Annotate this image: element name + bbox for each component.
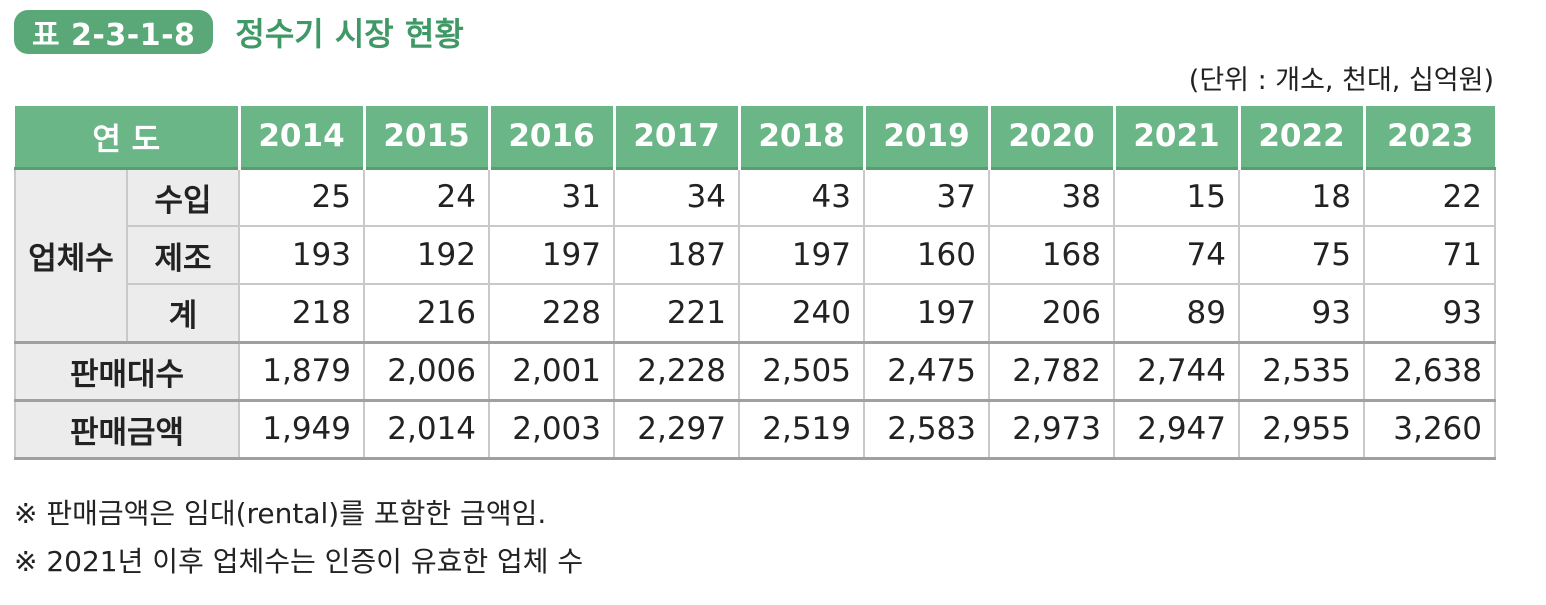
- table-cell: 2,505: [738, 341, 865, 402]
- table-cell: 240: [738, 283, 865, 344]
- year-cell: 2015: [364, 106, 491, 168]
- table-row: 판매대수 1,879 2,006 2,001 2,228 2,505 2,475…: [14, 341, 1496, 402]
- table-cell: 197: [488, 225, 615, 285]
- table-cell: 3,260: [1363, 399, 1496, 460]
- table-cell: 1,949: [238, 399, 365, 460]
- year-cell: 2016: [489, 106, 616, 168]
- table-cell: 74: [1113, 225, 1240, 285]
- table-cell: 2,475: [863, 341, 990, 402]
- table-cell: 2,535: [1238, 341, 1365, 402]
- table-row: 판매금액 1,949 2,014 2,003 2,297 2,519 2,583…: [14, 399, 1496, 460]
- table-cell: 197: [738, 225, 865, 285]
- table-cell: 2,955: [1238, 399, 1365, 460]
- footnotes: ※ 판매금액은 임대(rental)를 포함한 금액임. ※ 2021년 이후 …: [14, 490, 583, 586]
- table-cell: 1,879: [238, 341, 365, 402]
- table-number-badge: 표 2-3-1-8: [14, 10, 214, 54]
- table-cell: 18: [1238, 167, 1365, 227]
- table-cell: 187: [613, 225, 740, 285]
- table-cell: 89: [1113, 283, 1240, 344]
- table-cell: 2,947: [1113, 399, 1240, 460]
- table-cell: 228: [488, 283, 615, 344]
- footnote: ※ 판매금액은 임대(rental)를 포함한 금액임.: [14, 497, 547, 530]
- table-cell: 2,297: [613, 399, 740, 460]
- table-cell: 2,638: [1363, 341, 1496, 402]
- year-header: 연 도: [15, 106, 241, 168]
- table-title: 정수기 시장 현황: [235, 15, 464, 53]
- table-cell: 25: [238, 167, 365, 227]
- table-cell: 2,583: [863, 399, 990, 460]
- table-cell: 31: [488, 167, 615, 227]
- row-label: 판매금액: [14, 399, 240, 460]
- table-cell: 24: [363, 167, 490, 227]
- table-row: 제조 193 192 197 187 197 160 168 74 75 71: [15, 225, 1496, 285]
- year-cell: 2017: [614, 106, 741, 168]
- year-cell: 2018: [739, 106, 866, 168]
- year-cell: 2022: [1239, 106, 1366, 168]
- table-cell: 93: [1238, 283, 1365, 344]
- row-label: 계: [126, 283, 240, 344]
- table-cell: 43: [738, 167, 865, 227]
- year-cell: 2023: [1364, 106, 1495, 168]
- table-cell: 2,003: [488, 399, 615, 460]
- table-cell: 75: [1238, 225, 1365, 285]
- unit-note: (단위 : 개소, 천대, 십억원): [1188, 65, 1494, 96]
- table-cell: 2,014: [363, 399, 490, 460]
- table-cell: 2,001: [488, 341, 615, 402]
- table-cell: 216: [363, 283, 490, 344]
- year-cell: 2021: [1114, 106, 1241, 168]
- year-cell: 2019: [864, 106, 991, 168]
- table-cell: 71: [1363, 225, 1496, 285]
- table-cell: 2,228: [613, 341, 740, 402]
- year-cell: 2020: [989, 106, 1116, 168]
- table-cell: 160: [863, 225, 990, 285]
- table-cell: 15: [1113, 167, 1240, 227]
- group-label-companies: 업체수: [14, 167, 128, 344]
- table-cell: 2,006: [363, 341, 490, 402]
- year-cell: 2014: [239, 106, 366, 168]
- table-cell: 38: [988, 167, 1115, 227]
- row-label: 수입: [126, 167, 240, 227]
- table-cell: 192: [363, 225, 490, 285]
- table-cell: 206: [988, 283, 1115, 344]
- table-cell: 34: [613, 167, 740, 227]
- market-status-table: 연 도 2014 2015 2016 2017 2018 2019 2020 2…: [14, 106, 1496, 460]
- table-cell: 2,782: [988, 341, 1115, 402]
- table-cell: 218: [238, 283, 365, 344]
- table-cell: 168: [988, 225, 1115, 285]
- table-cell: 197: [863, 283, 990, 344]
- table-cell: 2,744: [1113, 341, 1240, 402]
- row-label: 제조: [126, 225, 240, 285]
- table-cell: 37: [863, 167, 990, 227]
- header-row: 연 도 2014 2015 2016 2017 2018 2019 2020 2…: [15, 106, 1495, 168]
- table-cell: 193: [238, 225, 365, 285]
- table-row: 계 218 216 228 221 240 197 206 89 93 93: [15, 283, 1496, 344]
- row-label: 판매대수: [14, 341, 240, 402]
- table-row: 업체수 수입 25 24 31 34 43 37 38 15 18 22: [14, 167, 1496, 344]
- table-cell: 93: [1363, 283, 1496, 344]
- table-cell: 2,973: [988, 399, 1115, 460]
- footnote: ※ 2021년 이후 업체수는 인증이 유효한 업체 수: [14, 545, 584, 578]
- table-cell: 2,519: [738, 399, 865, 460]
- table-cell: 22: [1363, 167, 1496, 227]
- title-row: 표 2-3-1-8 정수기 시장 현황: [14, 8, 464, 56]
- table-cell: 221: [613, 283, 740, 344]
